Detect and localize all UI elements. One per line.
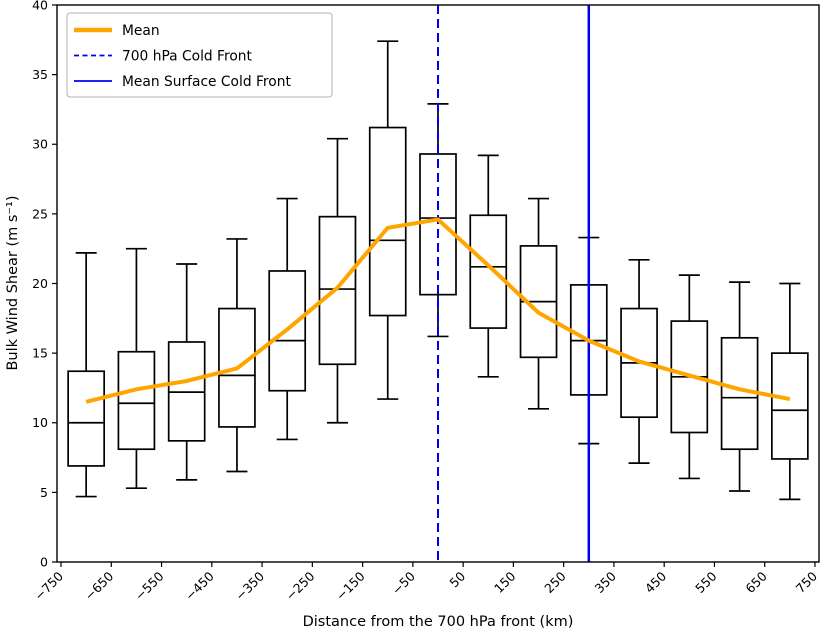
y-tick-label: 10 (32, 415, 48, 430)
x-tick-label: 50 (446, 568, 468, 590)
box--600km (117, 247, 156, 490)
legend-frame (66, 12, 333, 98)
legend-label: Mean (122, 23, 160, 39)
y-tick-label: 5 (40, 485, 48, 500)
x-tick-label: 750 (793, 568, 821, 596)
box--100km (368, 40, 407, 400)
x-tick-label: 350 (592, 568, 620, 596)
box--400km (218, 238, 256, 473)
x-tick-label: 150 (491, 568, 519, 596)
legend-label: 700 hPa Cold Front (122, 48, 253, 64)
x-tick-label: 650 (742, 568, 770, 596)
y-tick-label: 0 (40, 554, 48, 569)
x-tick-label: −250 (283, 568, 318, 603)
box--700km (67, 252, 106, 498)
boxplots (67, 40, 809, 501)
box--200km (318, 137, 357, 424)
box-200km (519, 197, 558, 410)
box-iqr (67, 370, 106, 467)
x-tick-label: −550 (132, 568, 167, 603)
x-tick-label: 250 (541, 568, 569, 596)
x-tick-label: −750 (31, 568, 66, 603)
box-iqr (117, 350, 156, 451)
box-iqr (469, 214, 508, 329)
box-700km (770, 282, 809, 501)
box-iqr (368, 126, 407, 317)
box--500km (167, 263, 206, 481)
box-iqr (318, 215, 357, 366)
x-tick-label: −350 (232, 568, 267, 603)
x-tick-label: −650 (82, 568, 117, 603)
y-tick-label: 40 (32, 0, 48, 12)
x-axis-label: Distance from the 700 hPa front (km) (303, 614, 574, 630)
y-tick-label: 15 (32, 346, 48, 361)
x-tick-label: −450 (182, 568, 217, 603)
y-tick-label: 30 (32, 137, 48, 152)
legend-label: Mean Surface Cold Front (122, 74, 291, 90)
mean-line (85, 217, 791, 404)
box-iqr (770, 352, 809, 460)
y-axis-label: Bulk Wind Shear (m s⁻¹) (5, 195, 21, 370)
y-tick-label: 25 (32, 206, 48, 221)
x-tick-label: −50 (389, 568, 418, 597)
legend: Mean 700 hPa Cold Front Mean Surface Cold … (66, 12, 333, 98)
plot-area: 0 5 10 15 20 25 30 35 40 −750 −650 −550 −450 −350 −250… (31, 0, 820, 603)
x-tick-label: 450 (642, 568, 670, 596)
y-tick-label: 20 (32, 276, 48, 291)
y-tick-label: 35 (32, 67, 48, 82)
x-tick-label: 550 (692, 568, 720, 596)
x-tick-label: −150 (333, 568, 368, 603)
